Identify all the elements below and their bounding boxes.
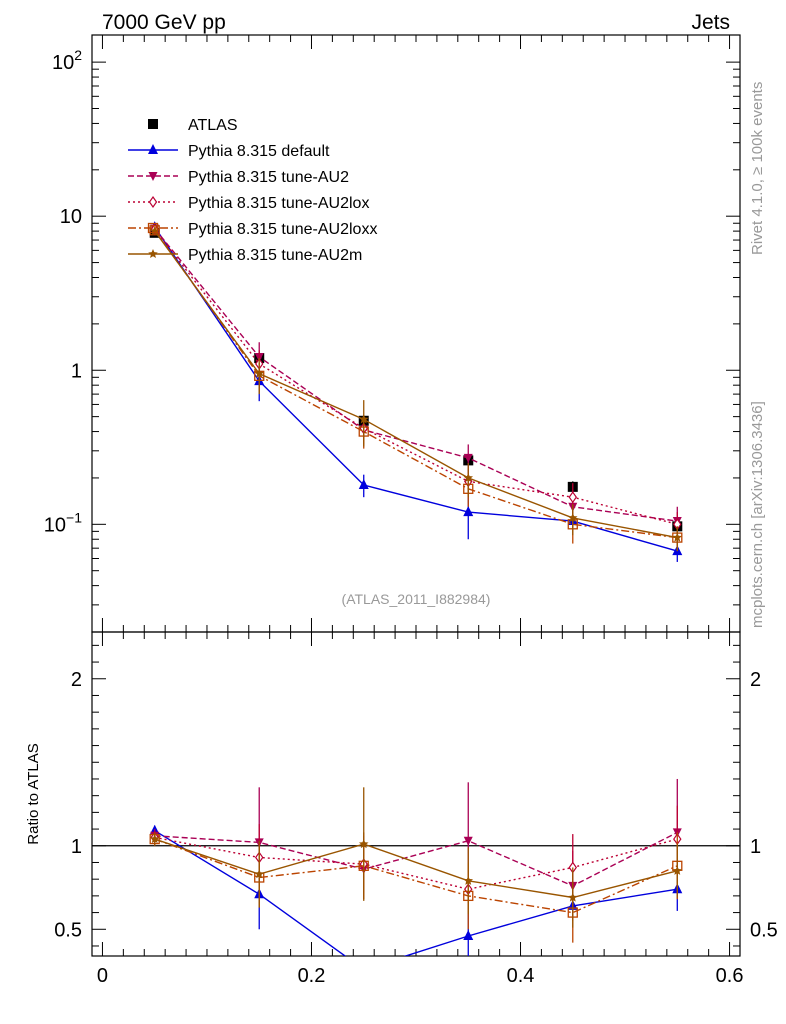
ratio-y-tick-label: 2 [71, 669, 82, 691]
legend-item: Pythia 8.315 tune-AU2 [128, 169, 349, 186]
main-series-layer [149, 221, 683, 562]
main-series-2 [150, 224, 682, 540]
legend-item: Pythia 8.315 default [128, 143, 330, 160]
ratio-data-point [149, 834, 160, 844]
ratio-series-layer [149, 778, 683, 973]
ratio-data-point [254, 869, 264, 879]
main-y-tick-label: 10 [60, 206, 82, 228]
x-tick-label: 0.2 [298, 965, 326, 987]
main-data-point [568, 512, 578, 522]
main-data-point [358, 414, 369, 424]
main-data-point [463, 453, 473, 463]
ratio-series-2 [150, 778, 682, 921]
main-series-4 [149, 225, 683, 552]
main-series-line [154, 229, 678, 525]
main-series-line [154, 229, 678, 539]
ratio-series-3 [150, 805, 682, 915]
main-data-point [463, 472, 474, 482]
ratio-series-line [154, 838, 678, 914]
main-data-point [254, 368, 264, 378]
legend-marker [148, 119, 158, 129]
main-series-line [154, 226, 678, 552]
legend-label: Pythia 8.315 tune-AU2lox [188, 195, 369, 212]
ratio-data-point [463, 875, 474, 885]
ratio-y-tick-label-right: 1 [750, 836, 761, 858]
legend-label: Pythia 8.315 tune-AU2m [188, 247, 362, 264]
header-left-title: 7000 GeV pp [102, 11, 226, 34]
main-data-point [463, 506, 474, 517]
legend: ATLAS Pythia 8.315 default Pythia 8.315 tu… [128, 117, 377, 264]
ratio-series-line [154, 836, 678, 890]
legend-item: ATLAS [148, 117, 238, 134]
ratio-series-line [154, 830, 678, 956]
legend-marker [148, 195, 158, 209]
ratio-series-line [154, 831, 678, 887]
ratio-y-tick-label: 0.5 [54, 919, 82, 941]
ratio-series-line [154, 838, 678, 899]
legend-marker [148, 144, 158, 154]
legend-marker [147, 222, 159, 234]
ratio-axis-label: Ratio to ATLAS [25, 743, 42, 844]
main-data-point [358, 478, 369, 489]
ratio-series-4 [149, 832, 683, 943]
ratio-y-tick-label: 1 [71, 836, 82, 858]
main-series-1 [149, 221, 683, 562]
ratio-data-point [359, 963, 369, 973]
main-series-line [154, 228, 678, 522]
legend-item: Pythia 8.315 tune-AU2lox [128, 195, 369, 212]
legend-marker [148, 172, 158, 181]
ratio-data-point [568, 892, 578, 902]
x-tick-label: 0 [97, 965, 108, 987]
main-y-tick-label: 10−1 [44, 509, 82, 536]
legend-label: ATLAS [188, 117, 238, 134]
legend-item: Pythia 8.315 tune-AU2loxx [128, 221, 377, 238]
legend-label: Pythia 8.315 tune-AU2loxx [188, 221, 377, 238]
ratio-panel-frame [91, 631, 741, 957]
ratio-data-point [463, 836, 473, 846]
rivet-version-label: Rivet 4.1.0, ≥ 100k events [749, 82, 766, 255]
x-tick-label: 0.6 [716, 965, 744, 987]
main-series-0 [149, 227, 683, 533]
mcplots-label: mcplots.cern.ch [arXiv:1306.3436] [749, 401, 766, 628]
ratio-axis-ticks: 0.5 0.5 1 1 2 2 0 0.2 0.4 0.6 [54, 632, 778, 987]
main-y-tick-label: 1 [71, 360, 82, 382]
legend-label: Pythia 8.315 default [188, 143, 330, 160]
ratio-y-tick-label-right: 0.5 [750, 919, 778, 941]
analysis-label: (ATLAS_2011_I882984) [342, 591, 491, 607]
ratio-data-point [358, 839, 369, 849]
main-data-point [568, 491, 578, 504]
main-series-5 [149, 226, 683, 552]
main-data-point [149, 225, 160, 236]
ratio-y-tick-label-right: 2 [750, 669, 761, 691]
main-axis-ticks: 102 10 1 10−1 [44, 35, 740, 633]
main-series-line [154, 230, 678, 539]
legend-marker [148, 249, 158, 259]
legend-label: Pythia 8.315 tune-AU2 [188, 169, 349, 186]
x-tick-label: 0.4 [507, 965, 535, 987]
legend-item: Pythia 8.315 tune-AU2m [128, 247, 362, 264]
ratio-data-point [463, 929, 474, 940]
ratio-data-point [672, 865, 683, 875]
ratio-series-5 [149, 787, 683, 928]
main-series-3 [150, 223, 682, 540]
main-y-tick-label: 102 [52, 47, 82, 74]
header-right-title: Jets [691, 11, 730, 34]
main-data-point [672, 532, 683, 542]
